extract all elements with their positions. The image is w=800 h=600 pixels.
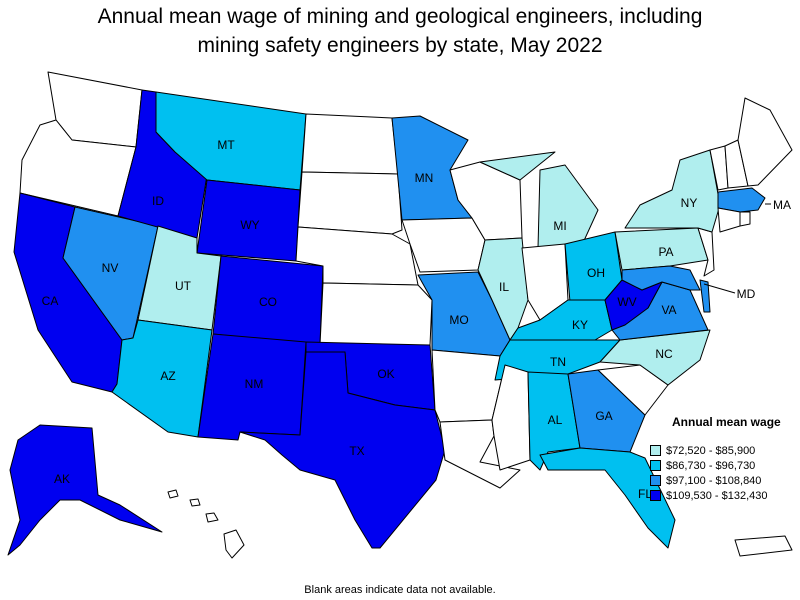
label-TN: TN (550, 355, 566, 369)
label-NM: NM (245, 377, 264, 391)
label-ID: ID (152, 194, 164, 208)
label-AK: AK (54, 472, 70, 486)
state-PR[interactable] (734, 535, 793, 557)
label-MN: MN (415, 171, 434, 185)
label-MO: MO (449, 313, 468, 327)
legend-item: $86,730 - $96,730 (650, 458, 800, 473)
state-GA[interactable] (567, 369, 646, 453)
state-IA[interactable] (401, 217, 486, 273)
state-NY[interactable] (624, 149, 721, 233)
state-TX[interactable] (239, 351, 446, 549)
legend-title: Annual mean wage (672, 415, 781, 429)
legend-label: $97,100 - $108,840 (666, 474, 762, 487)
label-WV: WV (617, 295, 636, 309)
legend-label: $72,520 - $85,900 (666, 444, 756, 457)
state-MA[interactable] (717, 187, 766, 213)
title-line-2: mining safety engineers by state, May 20… (197, 34, 603, 57)
legend-swatch (650, 490, 661, 501)
label-FL: FL (638, 487, 652, 501)
state-ME[interactable] (737, 97, 793, 187)
label-OK: OK (377, 367, 394, 381)
legend-swatch (650, 445, 661, 456)
state-KS[interactable] (319, 282, 433, 346)
state-HI[interactable] (167, 489, 245, 559)
label-UT: UT (175, 279, 192, 293)
legend-item: $109,530 - $132,430 (650, 488, 800, 503)
label-MI: MI (553, 219, 566, 233)
state-ND[interactable] (301, 113, 399, 175)
legend-label: $109,530 - $132,430 (666, 489, 768, 502)
legend-item: $72,520 - $85,900 (650, 443, 800, 458)
legend-item: $97,100 - $108,840 (650, 473, 800, 488)
label-PA: PA (658, 245, 673, 259)
state-KY[interactable] (509, 299, 613, 341)
state-AK[interactable] (7, 424, 163, 556)
legend-label: $86,730 - $96,730 (666, 459, 756, 472)
state-SD[interactable] (297, 171, 403, 235)
state-MD[interactable] (621, 265, 701, 291)
label-WY: WY (240, 218, 259, 232)
legend: Annual mean wage $72,520 - $85,900 $86,7… (650, 415, 800, 503)
label-NC: NC (655, 347, 673, 361)
label-KY: KY (572, 318, 588, 332)
label-GA: GA (595, 409, 612, 423)
label-AL: AL (548, 413, 563, 427)
legend-swatch (650, 475, 661, 486)
label-NV: NV (102, 261, 119, 275)
map-title: Annual mean wage of mining and geologica… (0, 2, 800, 60)
label-OH: OH (587, 266, 605, 280)
leader-line-MD (703, 283, 736, 294)
footnote: Blank areas indicate data not available. (304, 584, 496, 596)
label-CO: CO (259, 295, 277, 309)
state-FL[interactable] (539, 447, 676, 549)
legend-swatch (650, 460, 661, 471)
state-DE[interactable] (699, 279, 711, 313)
state-OR[interactable] (19, 119, 137, 217)
label-MA: MA (773, 198, 791, 212)
label-IL: IL (499, 280, 509, 294)
label-AZ: AZ (160, 369, 175, 383)
label-NY: NY (681, 196, 698, 210)
state-MI[interactable] (479, 151, 599, 249)
label-VA: VA (661, 303, 676, 317)
state-AZ[interactable] (111, 319, 213, 438)
state-CT[interactable] (717, 207, 741, 233)
label-TX: TX (349, 444, 364, 458)
label-MT: MT (217, 138, 235, 152)
state-RI[interactable] (739, 211, 751, 227)
label-MD: MD (737, 287, 756, 301)
state-PA[interactable] (614, 227, 709, 271)
title-line-1: Annual mean wage of mining and geologica… (97, 5, 703, 28)
label-CA: CA (42, 294, 59, 308)
